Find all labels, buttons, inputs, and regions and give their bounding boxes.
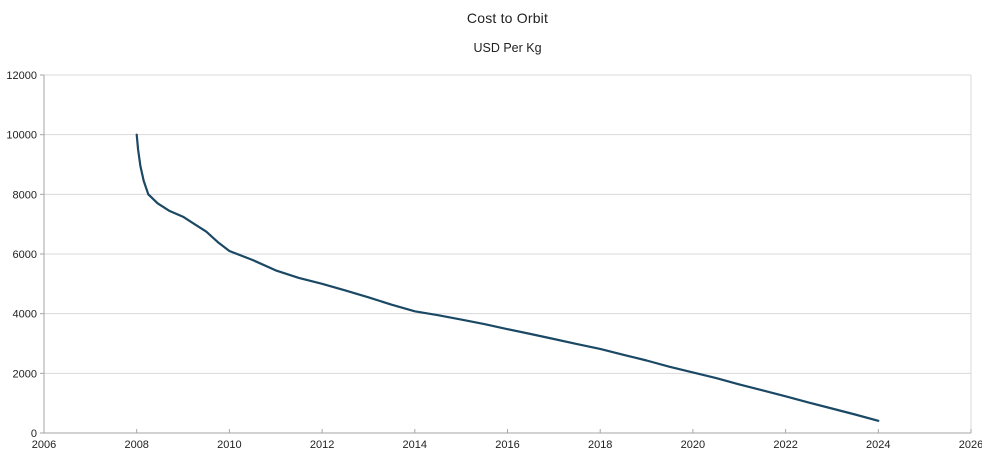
x-tick-label: 2022 [773, 439, 797, 451]
x-tick-label: 2008 [124, 439, 148, 451]
chart-subtitle: USD Per Kg [473, 41, 542, 55]
y-tick-label: 8000 [13, 189, 37, 201]
axes [40, 74, 972, 434]
x-tick-label: 2010 [217, 439, 241, 451]
chart-title: Cost to Orbit [466, 10, 549, 26]
data-series [135, 133, 880, 422]
x-tick-label: 2020 [681, 439, 705, 451]
x-tick-label: 2012 [310, 439, 334, 451]
y-tick-label: 0 [31, 428, 37, 440]
x-tick-label: 2006 [32, 439, 56, 451]
gridlines [44, 74, 972, 433]
y-tick-label: 2000 [13, 368, 37, 380]
x-tick-label: 2026 [959, 439, 982, 451]
x-tick-label: 2024 [866, 439, 890, 451]
y-tick-label: 12000 [6, 70, 37, 82]
x-tick-label: 2014 [403, 439, 427, 451]
y-tick-label: 4000 [13, 309, 37, 321]
x-tick-label: 2016 [495, 439, 519, 451]
x-tick-label: 2018 [588, 439, 612, 451]
y-tick-label: 10000 [6, 130, 37, 142]
y-tick-label: 6000 [13, 249, 37, 261]
axis-labels: 0 2000 4000 6000 8000 10000 12000 2006 2008 2010 2… [6, 70, 982, 451]
series-line [135, 133, 880, 422]
